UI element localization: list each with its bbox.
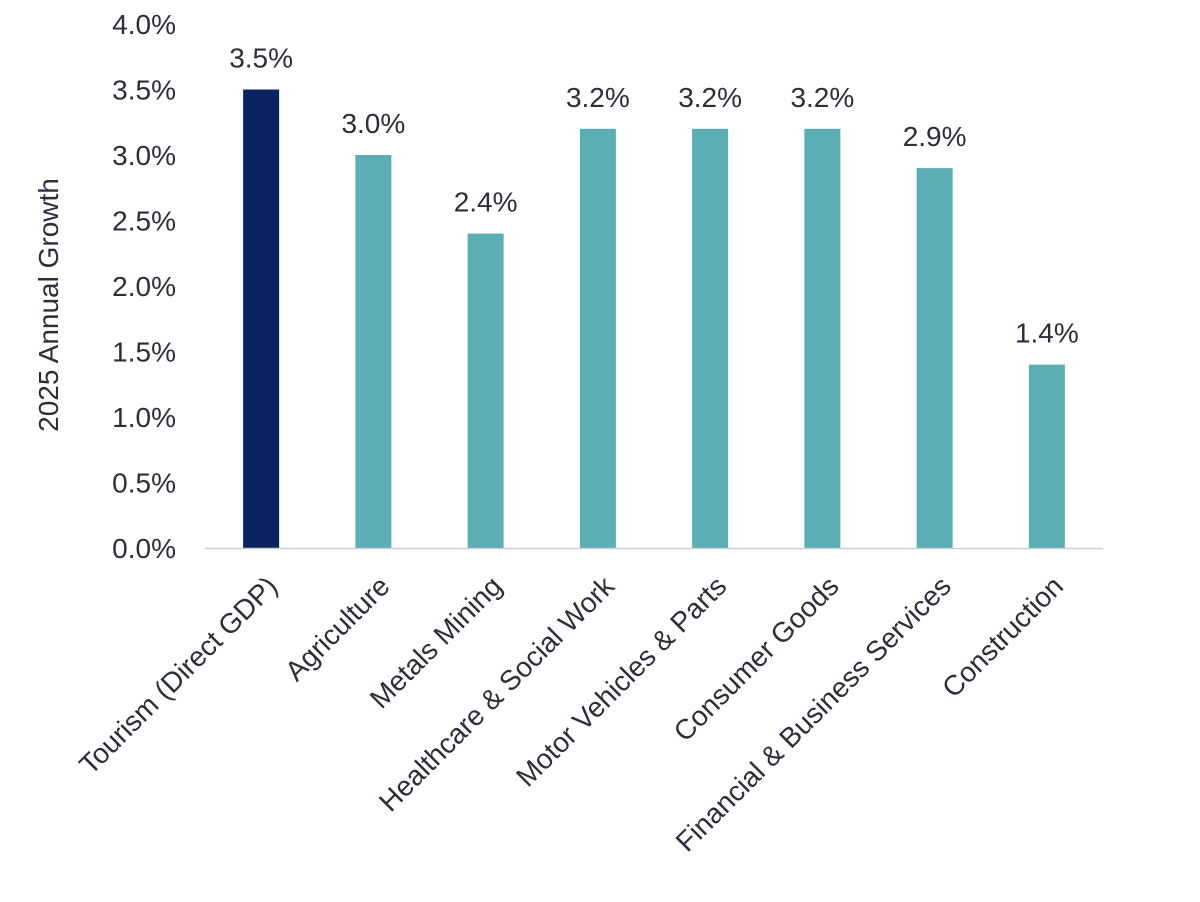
data-label: 3.2% bbox=[790, 82, 854, 113]
data-label: 2.9% bbox=[903, 121, 967, 152]
x-category-label: Healthcare & Social Work bbox=[373, 570, 621, 818]
x-category-label: Motor Vehicles & Parts bbox=[510, 570, 732, 792]
bar bbox=[467, 233, 504, 548]
y-axis-title-group: 2025 Annual Growth bbox=[33, 178, 64, 432]
data-label: 2.4% bbox=[454, 187, 518, 218]
bar bbox=[804, 128, 841, 549]
y-tick-label: 2.5% bbox=[112, 206, 176, 237]
data-label: 1.4% bbox=[1015, 318, 1079, 349]
x-category-label: Tourism (Direct GDP) bbox=[73, 570, 283, 780]
data-labels: 3.5% 3.0% 2.4% 3.2% 3.2% 3.2% 2.9% 1.4% bbox=[229, 43, 1079, 349]
y-tick-label: 2.0% bbox=[112, 271, 176, 302]
y-tick-label: 4.0% bbox=[112, 9, 176, 40]
data-label: 3.5% bbox=[229, 43, 293, 74]
bar bbox=[355, 155, 392, 548]
y-axis-title: 2025 Annual Growth bbox=[33, 178, 64, 432]
bar bbox=[243, 89, 280, 548]
x-category-label: Agriculture bbox=[279, 570, 396, 687]
bar bbox=[692, 128, 729, 549]
y-axis-ticks: 0.0% 0.5% 1.0% 1.5% 2.0% 2.5% 3.0% 3.5% 4.0% bbox=[112, 9, 176, 564]
bar bbox=[1028, 364, 1065, 548]
bar bbox=[579, 128, 616, 549]
y-tick-label: 3.0% bbox=[112, 140, 176, 171]
bar bbox=[916, 168, 953, 548]
y-tick-label: 0.0% bbox=[112, 533, 176, 564]
y-tick-label: 1.5% bbox=[112, 337, 176, 368]
y-tick-label: 1.0% bbox=[112, 402, 176, 433]
data-label: 3.2% bbox=[678, 82, 742, 113]
bars bbox=[243, 89, 1065, 549]
y-tick-label: 0.5% bbox=[112, 468, 176, 499]
y-tick-label: 3.5% bbox=[112, 75, 176, 106]
x-category-label: Construction bbox=[936, 570, 1069, 703]
data-label: 3.2% bbox=[566, 82, 630, 113]
data-label: 3.0% bbox=[341, 108, 405, 139]
